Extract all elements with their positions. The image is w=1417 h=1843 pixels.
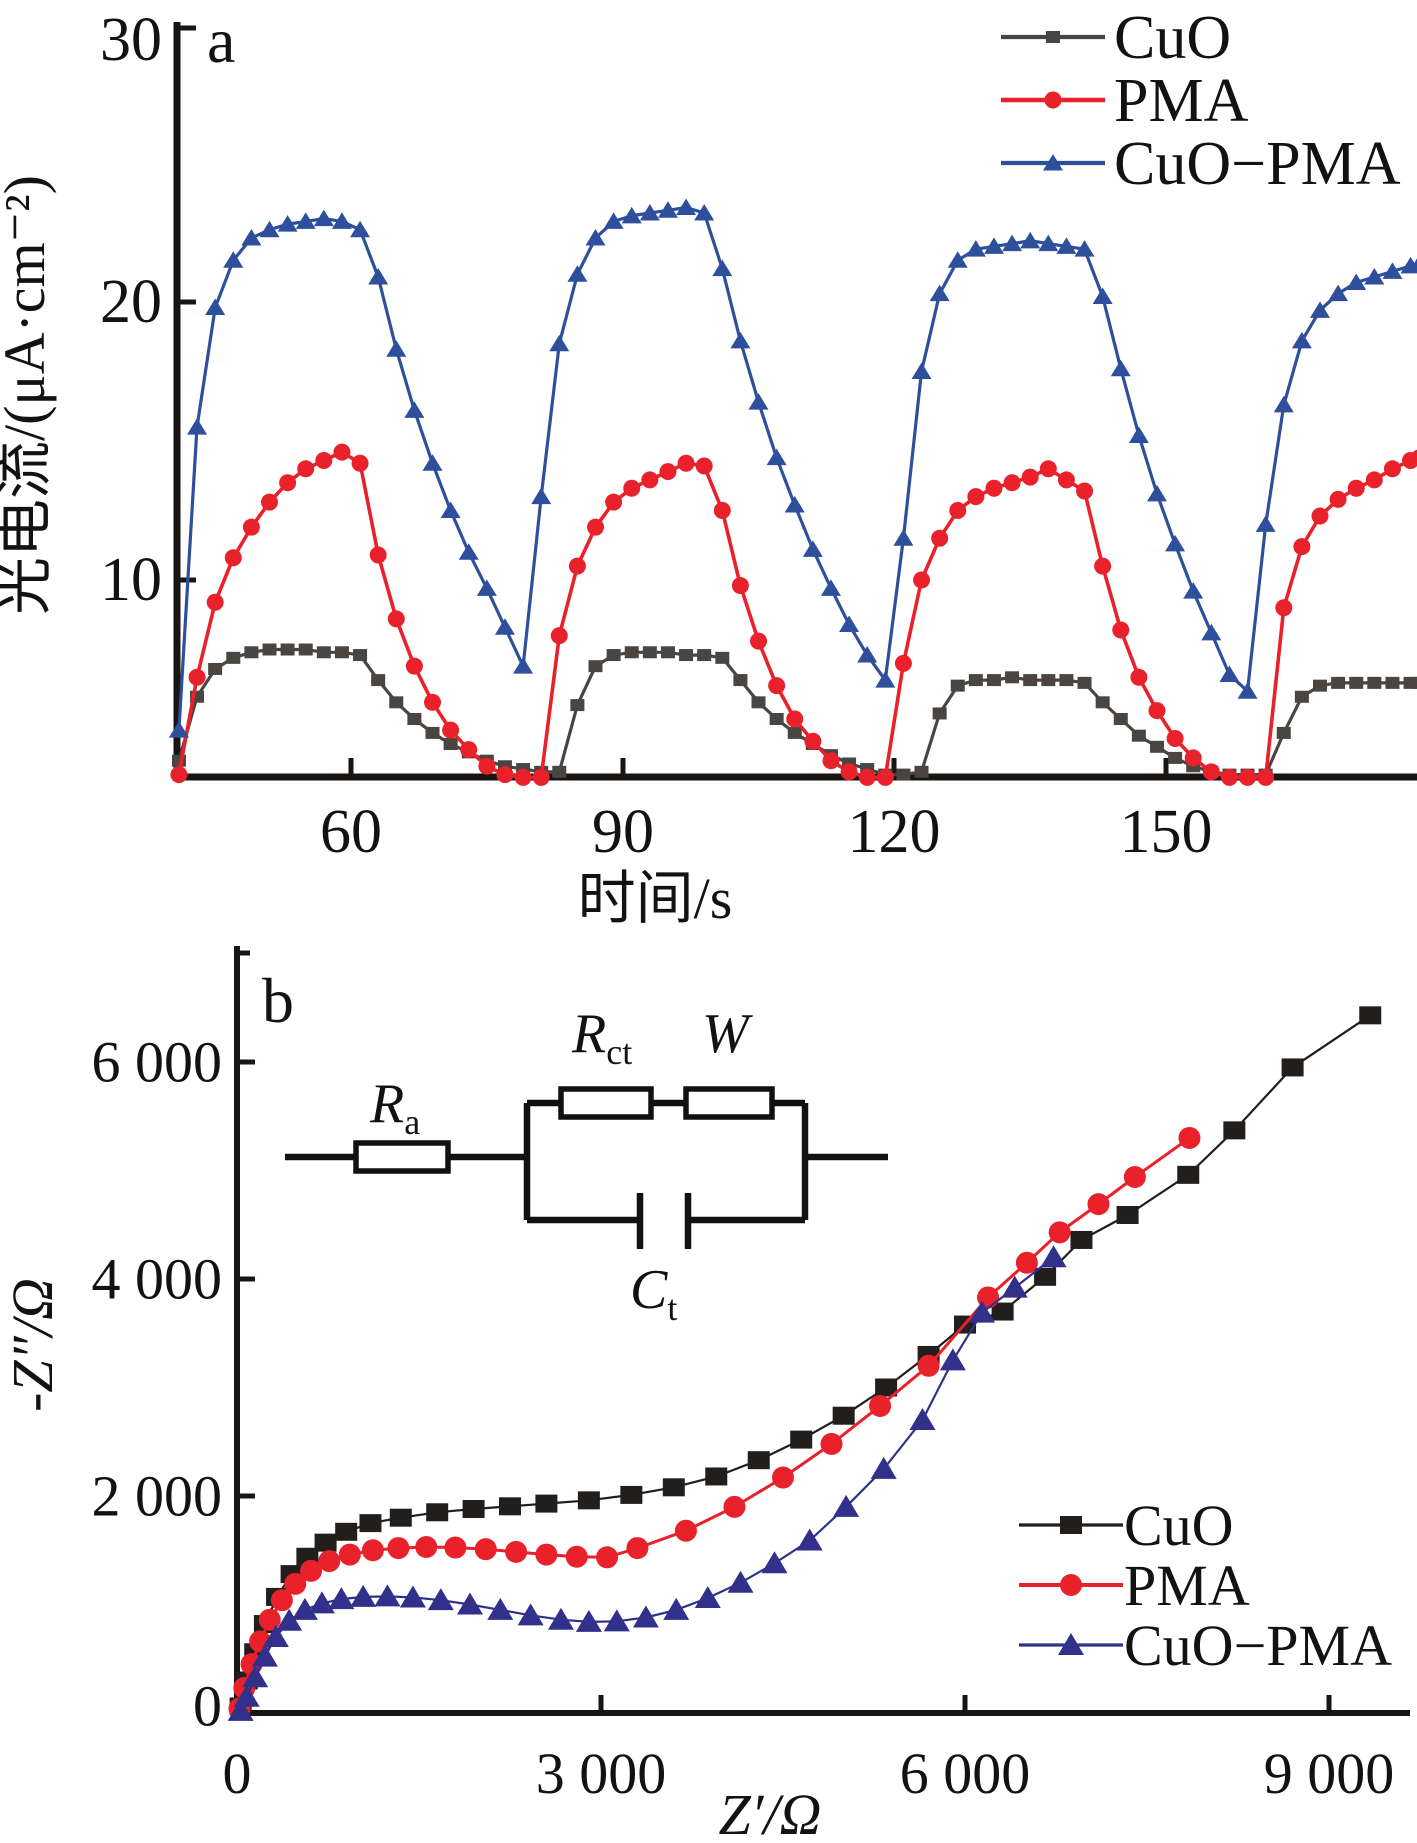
panel-b-xtick-label-6000: 6 000 xyxy=(900,1741,1031,1806)
legend-b-label-cuo-pma: CuO−PMA xyxy=(1124,1613,1392,1678)
panel-a-legend: CuO PMA CuO−PMA xyxy=(1001,4,1401,198)
legend-b-sample-pma xyxy=(1019,1574,1123,1596)
panel-a-ytick-label-10: 10 xyxy=(100,546,162,614)
panel-b-x-axis-label: Z′/Ω xyxy=(718,1782,821,1843)
legend-a-label-cuo-pma: CuO−PMA xyxy=(1114,130,1401,198)
series-markers-CuO−PMA xyxy=(168,198,1417,738)
panel-a-letter: a xyxy=(207,5,235,76)
equivalent-circuit-inset: Ra Rct W Ct xyxy=(285,1003,888,1328)
legend-a-sample-cuo-pma xyxy=(1001,154,1105,171)
panel-a-y-axis-label: 光电流/(μA·cm⁻²) xyxy=(0,175,57,615)
panel-b-xtick-label-0: 0 xyxy=(223,1741,252,1806)
panel-a-x-axis-label: 时间/s xyxy=(578,866,733,931)
resistor-w xyxy=(683,1086,775,1120)
resistor-rct xyxy=(558,1086,654,1120)
panel-b-ytick-label-4000: 4 000 xyxy=(92,1247,223,1312)
legend-a-label-cuo: CuO xyxy=(1114,4,1231,72)
panel-a-xtick-label-60: 60 xyxy=(320,798,382,866)
panel-b-y-axis-label: -Z″/Ω xyxy=(0,1278,65,1412)
panel-a: 10 20 30 60 90 120 150 a 时间/s 光电流/(μA·cm… xyxy=(0,4,1417,931)
series-line-CuO−PMA xyxy=(239,1256,1055,1712)
panel-b: Ra Rct W Ct 0 2 000 4 000 6 000 0 3 000 … xyxy=(0,946,1410,1843)
resistor-ra xyxy=(353,1140,451,1174)
label-ct: Ct xyxy=(630,1259,677,1328)
panel-b-legend: CuO PMA CuO−PMA xyxy=(1019,1493,1392,1678)
legend-a-sample-cuo xyxy=(1001,31,1105,43)
panel-a-ytick-label-30: 30 xyxy=(100,6,162,74)
series-markers-CuO−PMA xyxy=(227,1245,1067,1721)
label-rct: Rct xyxy=(571,1003,632,1072)
panel-b-series-layer xyxy=(227,1006,1382,1721)
panel-b-ytick-label-2000: 2 000 xyxy=(92,1464,223,1529)
panel-a-ytick-label-20: 20 xyxy=(100,268,162,336)
legend-a-label-pma: PMA xyxy=(1114,67,1249,135)
panel-a-series-layer xyxy=(168,198,1417,786)
legend-b-sample-cuo xyxy=(1019,1516,1123,1534)
series-line-PMA xyxy=(237,1136,1191,1710)
legend-b-item-cuo: CuO xyxy=(1019,1493,1234,1558)
legend-a-item-cuo: CuO xyxy=(1001,4,1231,72)
panel-b-xtick-label-3000: 3 000 xyxy=(536,1741,667,1806)
panel-b-letter: b xyxy=(262,965,294,1036)
series-line-CuO−PMA xyxy=(177,205,1417,731)
legend-b-sample-cuo-pma xyxy=(1019,1633,1123,1655)
series-line-PMA xyxy=(177,450,1417,780)
legend-a-item-pma: PMA xyxy=(1001,67,1249,135)
panel-a-xtick-label-150: 150 xyxy=(1120,798,1213,866)
legend-b-item-pma: PMA xyxy=(1019,1553,1250,1618)
panel-a-xtick-label-90: 90 xyxy=(592,798,654,866)
panel-a-xtick-label-120: 120 xyxy=(848,798,941,866)
legend-a-item-cuo-pma: CuO−PMA xyxy=(1001,130,1401,198)
legend-a-sample-pma xyxy=(1001,91,1105,109)
series-markers-PMA xyxy=(228,1126,1201,1720)
legend-b-label-cuo: CuO xyxy=(1124,1493,1234,1558)
panel-b-ytick-label-6000: 6 000 xyxy=(92,1030,223,1095)
legend-b-label-pma: PMA xyxy=(1124,1553,1250,1618)
series-markers-PMA xyxy=(170,443,1417,786)
panel-b-ytick-label-0: 0 xyxy=(193,1674,222,1739)
panel-b-xtick-label-9000: 9 000 xyxy=(1264,1741,1395,1806)
label-ra: Ra xyxy=(369,1073,420,1142)
legend-b-item-cuo-pma: CuO−PMA xyxy=(1019,1613,1392,1678)
label-w: W xyxy=(702,1003,753,1065)
